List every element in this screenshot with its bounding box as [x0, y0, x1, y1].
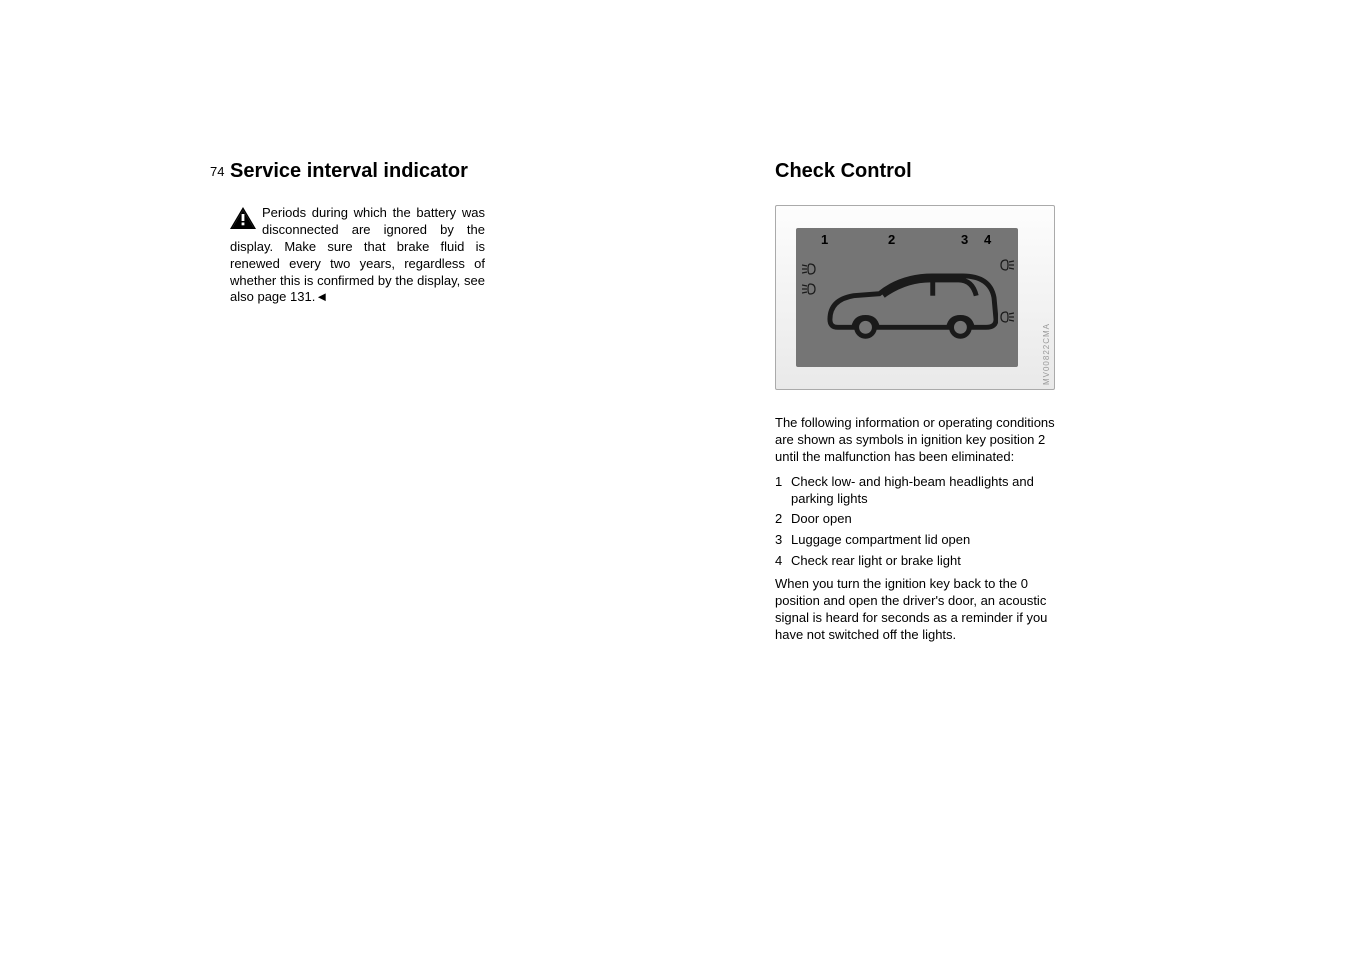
- list-item: 1 Check low- and high-beam headlights an…: [775, 474, 1065, 508]
- list-item: 3 Luggage compartment lid open: [775, 532, 1065, 549]
- warning-text: Periods during which the battery was dis…: [230, 205, 485, 304]
- item-text: Door open: [791, 511, 1065, 528]
- left-heading: Service interval indicator: [230, 160, 775, 183]
- taillight-icon: [998, 310, 1014, 324]
- warning-paragraph: Periods during which the battery was dis…: [230, 205, 485, 306]
- figure-code: MV00822CMA: [1042, 323, 1052, 385]
- item-number: 3: [775, 532, 791, 549]
- item-text: Check low- and high-beam headlights and …: [791, 474, 1065, 508]
- headlight-icon: [802, 262, 820, 276]
- item-number: 1: [775, 474, 791, 508]
- list-item: 2 Door open: [775, 511, 1065, 528]
- list-item: 4 Check rear light or brake light: [775, 553, 1065, 570]
- item-text: Luggage compartment lid open: [791, 532, 1065, 549]
- item-text: Check rear light or brake light: [791, 553, 1065, 570]
- intro-paragraph: The following information or operating c…: [775, 415, 1065, 466]
- end-mark-icon: ◄: [315, 289, 328, 306]
- columns: Periods during which the battery was dis…: [230, 205, 1100, 644]
- item-number: 4: [775, 553, 791, 570]
- page-reference-link[interactable]: 131: [290, 289, 312, 304]
- check-control-figure: 1 2 3 4: [775, 205, 1055, 390]
- page-number: 74: [210, 164, 224, 179]
- closing-paragraph: When you turn the ignition key back to t…: [775, 576, 1065, 644]
- figure-label-4: 4: [984, 232, 991, 249]
- right-heading: Check Control: [775, 160, 912, 183]
- manual-page: 74 Service interval indicator Check Cont…: [230, 160, 1100, 644]
- figure-label-3: 3: [961, 232, 968, 249]
- figure-label-2: 2: [888, 232, 895, 249]
- taillight-icon: [998, 258, 1014, 272]
- item-number: 2: [775, 511, 791, 528]
- check-list: 1 Check low- and high-beam headlights an…: [775, 474, 1065, 570]
- right-column: 1 2 3 4: [775, 205, 1065, 644]
- car-outline-icon: [824, 270, 998, 339]
- warning-icon: [230, 207, 256, 229]
- heading-row: Service interval indicator Check Control: [230, 160, 1100, 183]
- figure-panel: 1 2 3 4: [796, 228, 1018, 367]
- figure-label-1: 1: [821, 232, 828, 249]
- headlight-icon: [802, 282, 820, 296]
- left-column: Periods during which the battery was dis…: [230, 205, 505, 644]
